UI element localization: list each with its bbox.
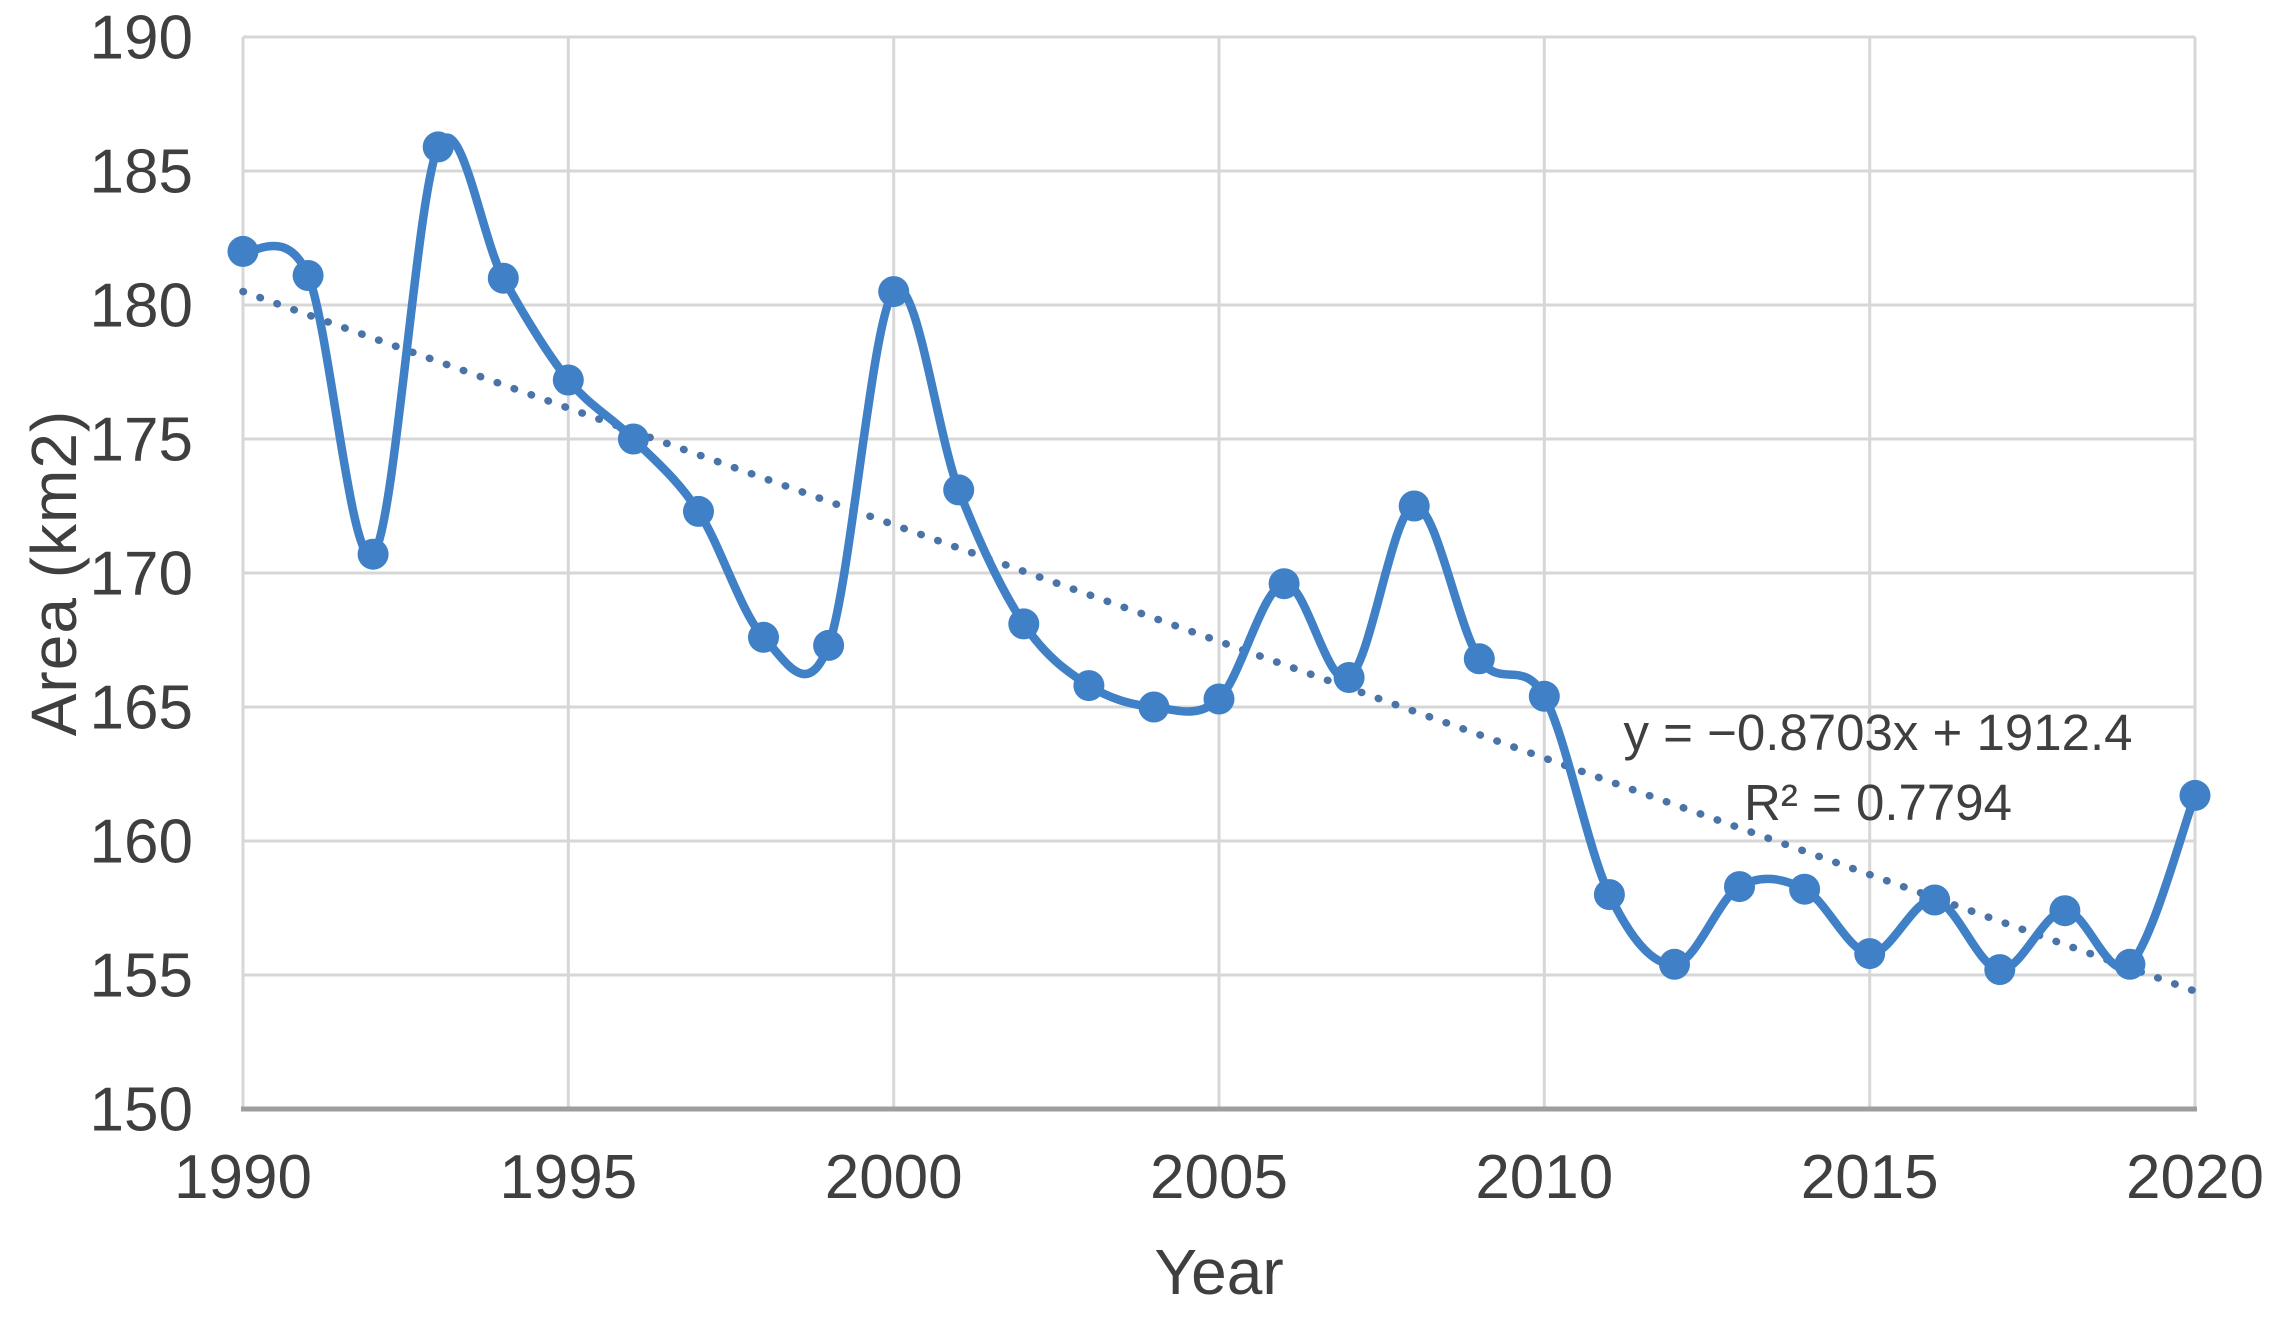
- data-point-marker: [617, 423, 649, 455]
- trendline-equation: y = −0.8703x + 1912.4: [1623, 704, 2133, 761]
- data-point-marker: [1463, 643, 1495, 675]
- data-point-marker: [1008, 608, 1040, 640]
- data-point-marker: [1984, 954, 2016, 986]
- data-point-marker: [2179, 779, 2211, 811]
- data-point-marker: [422, 131, 454, 163]
- y-tick-label: 165: [90, 674, 193, 743]
- x-tick-label: 2020: [2126, 1143, 2264, 1212]
- data-point-marker: [878, 276, 910, 308]
- data-point-marker: [1593, 879, 1625, 911]
- x-tick-label: 1990: [174, 1143, 312, 1212]
- x-tick-labels: 1990 1995 2000 2005 2010 2015 2020: [174, 1143, 2264, 1212]
- y-axis-title: Area (km2): [18, 409, 90, 737]
- gridlines: [241, 35, 2197, 1109]
- series-markers: [227, 131, 2211, 986]
- y-tick-label: 185: [90, 138, 193, 207]
- data-point-marker: [683, 495, 714, 527]
- data-point-marker: [1203, 683, 1235, 715]
- trendline-r2: R² = 0.7794: [1744, 774, 2012, 831]
- y-tick-label: 180: [90, 272, 193, 341]
- data-point-marker: [1073, 670, 1105, 702]
- trendline-label: y = −0.8703x + 1912.4 R² = 0.7794: [1623, 698, 2132, 838]
- data-point-marker: [2049, 895, 2081, 927]
- data-point-marker: [1268, 568, 1300, 600]
- data-point-marker: [1398, 490, 1430, 522]
- data-point-marker: [292, 260, 324, 291]
- data-point-marker: [227, 235, 259, 267]
- y-tick-label: 160: [90, 808, 193, 877]
- x-tick-label: 2005: [1150, 1143, 1288, 1212]
- data-point-marker: [2114, 948, 2146, 980]
- trendline: [239, 287, 2199, 995]
- y-tick-label: 170: [90, 540, 193, 609]
- x-tick-label: 1995: [499, 1143, 637, 1212]
- data-point-marker: [943, 474, 975, 506]
- y-tick-label: 190: [90, 4, 193, 73]
- data-point-marker: [1528, 680, 1560, 712]
- x-tick-label: 2000: [825, 1143, 963, 1212]
- x-tick-label: 2010: [1475, 1143, 1613, 1212]
- x-tick-label: 2015: [1801, 1143, 1939, 1212]
- data-point-marker: [552, 364, 584, 396]
- data-point-marker: [357, 538, 389, 570]
- y-tick-label: 155: [90, 942, 193, 1011]
- data-point-marker: [813, 629, 845, 661]
- data-point-marker: [1138, 691, 1170, 723]
- y-tick-labels: 150 155 160 165 170 175 180 185 190: [90, 4, 193, 1145]
- y-tick-label: 150: [90, 1076, 193, 1145]
- x-axis-title: Year: [1154, 1236, 1284, 1308]
- data-point-marker: [748, 621, 779, 653]
- data-point-marker: [487, 262, 519, 294]
- data-point-marker: [1724, 871, 1755, 903]
- data-point-marker: [1659, 948, 1690, 980]
- data-point-marker: [1919, 884, 1951, 916]
- y-tick-label: 175: [90, 406, 193, 475]
- data-point-marker: [1854, 938, 1886, 970]
- data-point-marker: [1333, 662, 1365, 693]
- data-point-marker: [1789, 873, 1821, 905]
